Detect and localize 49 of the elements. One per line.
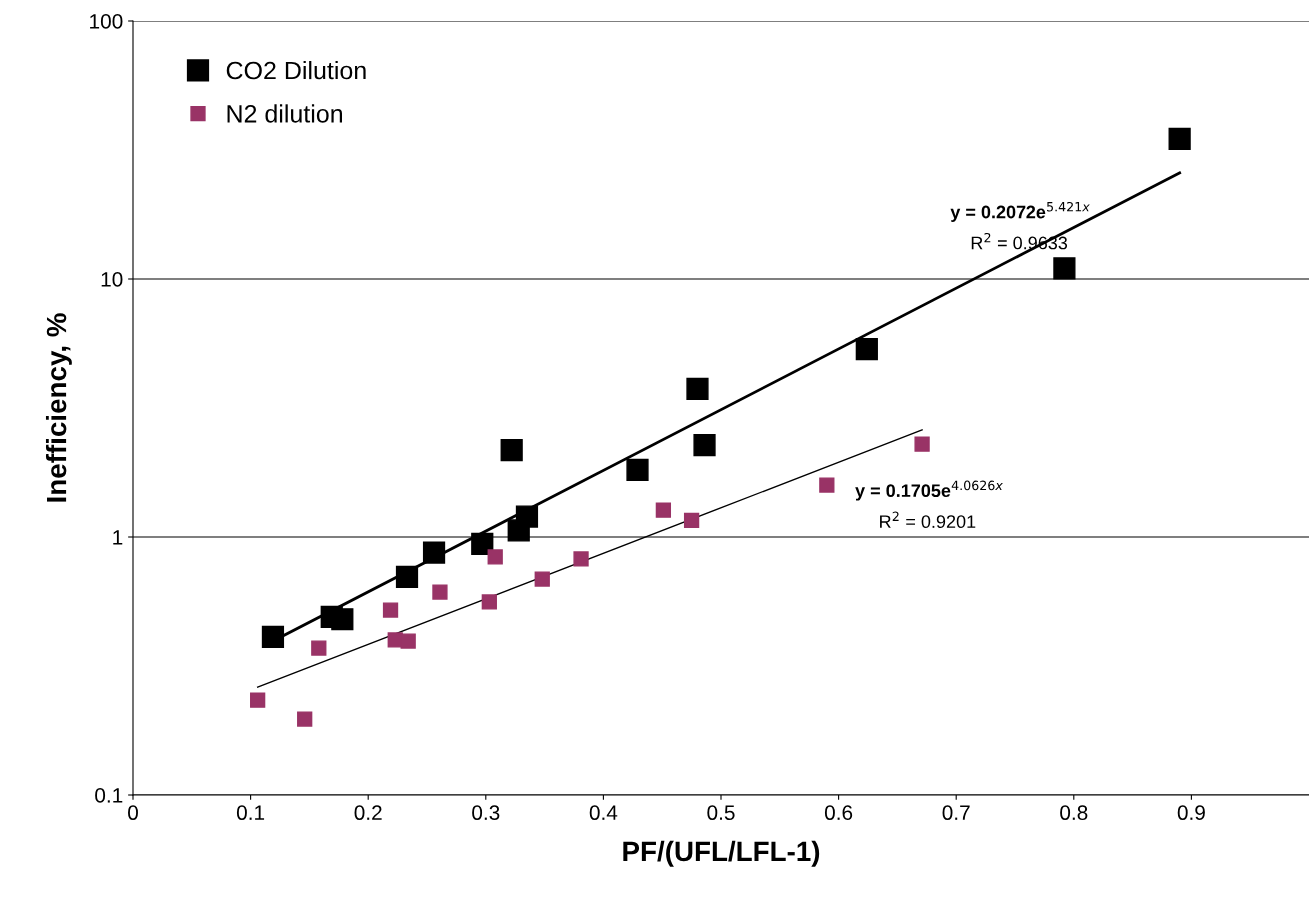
point: [683, 512, 700, 529]
x-tick-label: 0.4: [589, 805, 618, 821]
x-tick-label: 0.1: [236, 805, 265, 821]
point: [693, 434, 716, 457]
point: [914, 436, 930, 452]
point: [400, 633, 416, 649]
point: [331, 608, 354, 631]
point: [422, 541, 446, 564]
annotation: y = 0.1705e$^{4.0626x}$: [855, 480, 1003, 501]
x-tick-label: 0.6: [824, 805, 853, 821]
x-tick-label: 0.3: [472, 805, 500, 821]
point: [487, 549, 503, 565]
x-tick-label: 0.8: [1060, 805, 1088, 821]
x-axis-title: PF/(UFL/LFL-1): [623, 840, 820, 867]
point: [382, 602, 399, 618]
x-tick-label: 0.2: [354, 805, 382, 821]
annotation: R$^{2}$ = 0.9201: [880, 511, 976, 529]
point: [573, 551, 589, 567]
y-tick-label: 0.1: [95, 788, 123, 803]
point: [655, 502, 672, 518]
y-tick-label: 1: [113, 530, 123, 545]
point: [626, 458, 649, 482]
x-tick-label: 0.7: [942, 805, 970, 821]
x-tick-label: 0.5: [707, 805, 735, 821]
point: [500, 439, 523, 462]
point: [515, 505, 539, 528]
point: [855, 337, 878, 361]
point: [471, 532, 494, 556]
point: [432, 584, 448, 600]
point: [481, 594, 497, 610]
point: [311, 640, 327, 656]
annotation: y = 0.2072e$^{5.421x}$: [950, 201, 1090, 222]
y-tick-label: 10: [101, 272, 123, 287]
y-axis-title: Inefficiency, %: [45, 313, 72, 502]
point: [395, 565, 419, 589]
point: [387, 632, 403, 648]
x-tick-label: 0.9: [1177, 805, 1205, 821]
legend-label: CO2 Dilution: [226, 61, 366, 80]
point: [250, 692, 266, 708]
point: [1053, 257, 1076, 280]
point: [686, 377, 709, 401]
point: [534, 571, 550, 587]
legend-label: N2 dilution: [227, 104, 342, 123]
point: [1168, 127, 1191, 151]
point: [297, 711, 313, 727]
point: [819, 477, 835, 493]
point: [261, 625, 285, 649]
y-tick-label: 100: [90, 14, 123, 29]
x-tick-label: 0: [128, 805, 138, 821]
